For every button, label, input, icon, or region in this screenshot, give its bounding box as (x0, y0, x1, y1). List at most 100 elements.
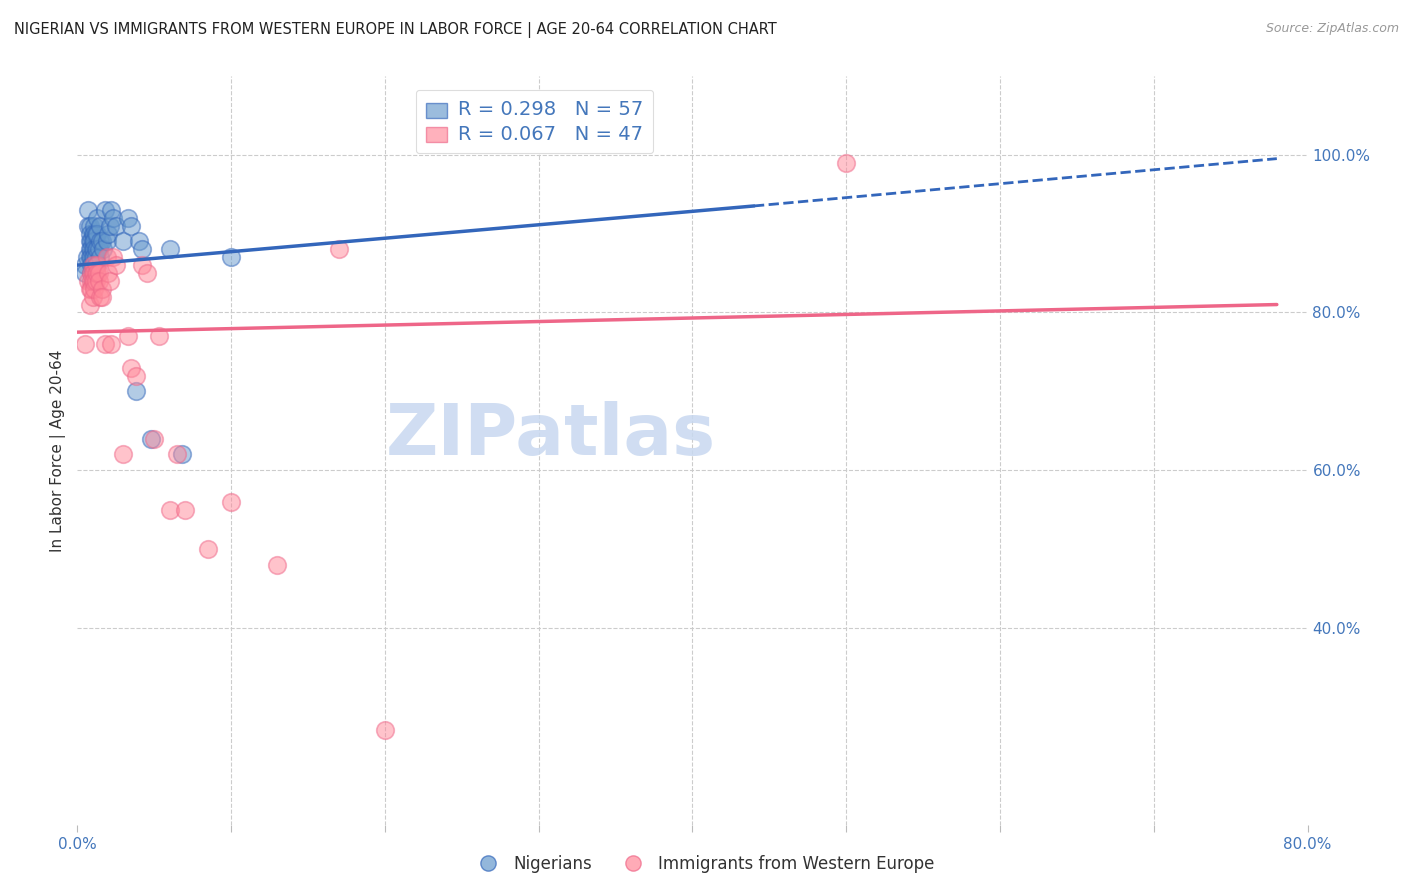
Point (131, 258, 153, 272)
Point (100, 337, 122, 351)
Point (80, 235, 103, 249)
Point (86, 243, 108, 257)
Point (73, 337, 96, 351)
Point (86, 211, 108, 225)
Point (219, 494, 242, 508)
Point (328, 243, 350, 257)
Point (83, 227, 105, 241)
Point (97, 266, 120, 280)
Point (83, 250, 105, 264)
Y-axis label: In Labor Force | Age 20-64: In Labor Force | Age 20-64 (51, 350, 66, 551)
Point (79, 235, 101, 249)
Point (79, 227, 101, 241)
Text: NIGERIAN VS IMMIGRANTS FROM WESTERN EUROPE IN LABOR FORCE | AGE 20-64 CORRELATIO: NIGERIAN VS IMMIGRANTS FROM WESTERN EURO… (14, 22, 776, 38)
Point (94, 202, 117, 217)
Point (112, 447, 135, 461)
Point (90, 235, 114, 249)
Point (73, 266, 96, 280)
Point (84, 266, 107, 280)
Point (131, 243, 153, 257)
Point (374, 723, 396, 738)
Point (170, 447, 193, 461)
Point (82, 274, 104, 288)
Point (120, 219, 142, 233)
Point (141, 432, 163, 446)
Point (135, 266, 157, 280)
Point (98, 219, 121, 233)
Point (76, 250, 98, 264)
Point (143, 432, 166, 446)
Point (128, 235, 150, 249)
Point (84, 274, 107, 288)
Point (117, 211, 139, 225)
Point (89, 250, 111, 264)
Point (166, 447, 188, 461)
Point (79, 243, 101, 257)
Point (89, 219, 111, 233)
Point (84, 227, 107, 241)
Point (82, 258, 104, 272)
Point (120, 360, 142, 375)
Point (79, 219, 101, 233)
Point (82, 266, 104, 280)
Point (104, 258, 127, 272)
Point (266, 558, 288, 572)
Point (86, 266, 108, 280)
Point (87, 243, 110, 257)
Point (82, 290, 104, 304)
Point (80, 250, 103, 264)
Point (86, 227, 108, 241)
Point (84, 258, 107, 272)
Point (96, 235, 118, 249)
Point (104, 219, 127, 233)
Point (112, 235, 135, 249)
Point (219, 250, 242, 264)
Point (80, 266, 103, 280)
Point (77, 219, 100, 233)
Point (96, 250, 118, 264)
Point (101, 211, 124, 225)
Point (80, 274, 103, 288)
Point (73, 258, 96, 272)
Point (84, 250, 107, 264)
Point (82, 258, 104, 272)
Point (82, 227, 104, 241)
Point (87, 266, 110, 280)
Point (90, 282, 114, 296)
Legend: Nigerians, Immigrants from Western Europe: Nigerians, Immigrants from Western Europ… (464, 848, 942, 880)
Point (83, 274, 105, 288)
Text: ZIPatlas: ZIPatlas (385, 401, 716, 470)
Point (97, 227, 120, 241)
Point (79, 297, 101, 311)
Point (174, 502, 197, 516)
Text: Source: ZipAtlas.com: Source: ZipAtlas.com (1265, 22, 1399, 36)
Point (117, 329, 139, 343)
Point (77, 202, 100, 217)
Point (83, 266, 105, 280)
Point (83, 235, 105, 249)
Point (89, 290, 111, 304)
Point (83, 219, 105, 233)
Legend: R = 0.298   N = 57, R = 0.067   N = 47: R = 0.298 N = 57, R = 0.067 N = 47 (416, 90, 652, 153)
Point (82, 266, 104, 280)
Point (83, 282, 105, 296)
Point (125, 368, 148, 383)
Point (87, 274, 110, 288)
Point (148, 329, 170, 343)
Point (98, 274, 121, 288)
Point (125, 384, 148, 399)
Point (82, 250, 104, 264)
Point (79, 282, 101, 296)
Point (79, 250, 101, 264)
Point (80, 258, 103, 272)
Point (84, 243, 107, 257)
Point (100, 202, 122, 217)
Point (835, 155, 858, 169)
Point (80, 266, 103, 280)
Point (86, 258, 108, 272)
Point (197, 542, 219, 557)
Point (159, 502, 181, 516)
Point (82, 235, 104, 249)
Point (94, 337, 117, 351)
Point (77, 274, 100, 288)
